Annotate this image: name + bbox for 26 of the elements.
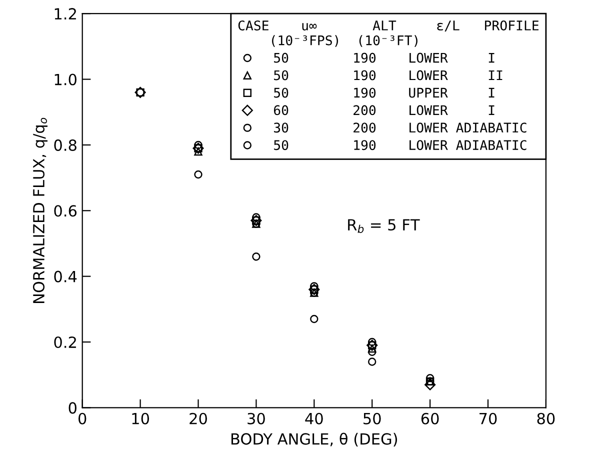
x-tick-label: 80 xyxy=(537,412,555,424)
legend-label: 30 200 LOWER ADIABATIC xyxy=(274,122,526,133)
x-tick-label: 70 xyxy=(480,412,497,424)
y-tick-label: 0 xyxy=(68,402,76,414)
y-tick-label: 0.4 xyxy=(54,270,77,282)
x-tick-label: 10 xyxy=(132,412,150,424)
y-tick-label: 0.2 xyxy=(54,336,76,348)
annotation: R$_{b}$ = 5 FT xyxy=(348,219,420,233)
x-tick-label: 30 xyxy=(248,412,265,424)
x-tick-label: 60 xyxy=(421,412,439,424)
legend-label: 50 190 LOWER ADIABATIC xyxy=(274,140,526,150)
x-axis-title: BODY ANGLE, θ (DEG) xyxy=(231,432,397,447)
x-tick-label: 40 xyxy=(305,412,323,424)
y-tick-label: 0.6 xyxy=(54,205,77,217)
legend-label: 50 190 LOWER I xyxy=(274,52,494,63)
x-tick-label: 50 xyxy=(364,412,381,424)
legend-label: 50 190 LOWER II xyxy=(274,70,502,80)
x-tick-label: 20 xyxy=(190,412,207,424)
x-tick-label: 0 xyxy=(78,412,86,424)
legend-label: 60 200 LOWER I xyxy=(274,105,494,116)
y-axis-title: NORMALIZED FLUX, q/q$_{o}$ xyxy=(32,118,48,303)
legend-title: CASE u∞ ALT ε/L PROFILE (10⁻³FPS) (10⁻³FT) xyxy=(238,20,539,47)
legend-label: 50 190 UPPER I xyxy=(274,88,494,98)
y-tick-label: 1.0 xyxy=(54,74,76,86)
y-tick-label: 1.2 xyxy=(54,8,76,20)
y-tick-label: 0.8 xyxy=(54,139,76,151)
